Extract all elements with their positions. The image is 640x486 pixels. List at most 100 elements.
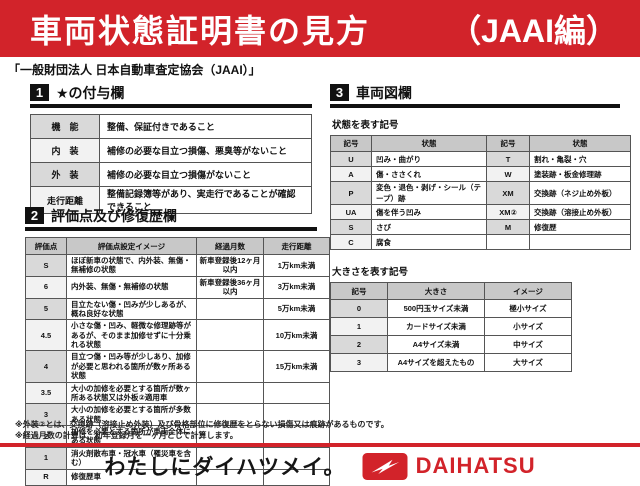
section-star-grant: 1 ★の付与欄 機 能 整備、保証付きであること 内 装 補修の必要な目立つ損傷… — [30, 84, 312, 214]
section3-title: 車両図欄 — [356, 84, 412, 101]
table-row: U 凹み・曲がり T 割れ・亀裂・穴 — [330, 151, 631, 167]
table-row: 外 装 補修の必要な目立つ損傷がないこと — [30, 162, 312, 187]
section3-header: 3 車両図欄 — [330, 84, 620, 108]
table-cell — [196, 381, 264, 405]
column-header: 走行距離 — [263, 237, 330, 255]
column-header: 状態 — [371, 135, 487, 152]
table-cell: 500円玉サイズ未満 — [387, 299, 485, 318]
table-row: 3 大小の加修を必要とする箇所が多数ある状態 — [25, 403, 330, 426]
table-cell — [486, 234, 530, 250]
footer: わたしにダイハツメイ。 DAIHATSU — [0, 451, 640, 481]
table-cell: 外 装 — [30, 162, 100, 187]
evaluation-table: 評価点 評価点設定イメージ 経過月数 走行距離 S ほぼ新車の状態で、内外装、無… — [25, 237, 330, 486]
section1-header: 1 ★の付与欄 — [30, 84, 312, 108]
table-cell — [196, 350, 264, 383]
table-cell: 4 — [25, 350, 67, 383]
section1-title: ★の付与欄 — [56, 84, 125, 101]
table-cell: 内 装 — [30, 138, 100, 163]
column-header: 評価点設定イメージ — [66, 237, 197, 255]
table-cell: 腐食 — [371, 234, 487, 250]
table-cell: 変色・退色・剥げ・シール（テープ）跡 — [371, 181, 487, 205]
table-cell: 10万km未満 — [263, 319, 330, 352]
table-cell: W — [486, 166, 530, 182]
table-cell: 修復歴 — [529, 219, 631, 235]
table-cell: 補修の必要な目立つ損傷がないこと — [99, 162, 312, 187]
table-cell — [196, 319, 264, 352]
table-cell: 内外装、無傷・無補修の状態 — [66, 275, 197, 299]
daihatsu-wordmark: DAIHATSU — [415, 453, 536, 478]
table-row: S ほぼ新車の状態で、内外装、無傷・無補修の状態 新車登録後12ヶ月以内 1万k… — [25, 254, 330, 277]
table-row: 3.5 大小の加修を必要とする箇所が数ヶ所ある状態又は外板②適用車 — [25, 381, 330, 405]
title-banner: 車両状態証明書の見方 （JAAI編） — [0, 0, 640, 57]
table-cell: S — [25, 254, 67, 277]
table-header-row: 記号 状態 記号 状態 — [330, 135, 631, 152]
table-cell: 1万km未満 — [263, 254, 330, 277]
column-header: 記号 — [330, 135, 372, 152]
table-cell — [263, 446, 330, 470]
organization-subtitle: 「一般財団法人 日本自動車査定協会（JAAI）」 — [8, 63, 261, 77]
table-cell: 機 能 — [30, 114, 100, 139]
column-header: イメージ — [484, 282, 572, 300]
table-cell: 大サイズ — [484, 353, 572, 372]
table-cell: 2 — [25, 425, 67, 448]
table-cell: 整備記録簿等があり、実走行であることが確認できること — [99, 186, 312, 214]
table-cell: A — [330, 166, 372, 182]
page-title-edition: （JAAI編） — [449, 12, 618, 49]
table-row: 4 目立つ傷・凹み等が少しあり、加修が必要と思われる箇所が数ヶ所ある状態 15万… — [25, 350, 330, 383]
table-cell: 目立つ傷・凹み等が少しあり、加修が必要と思われる箇所が数ヶ所ある状態 — [66, 350, 197, 383]
table-row: 2 A4サイズ未満 中サイズ — [330, 335, 572, 354]
table-cell: XM② — [486, 204, 530, 220]
table-cell: C — [330, 234, 372, 250]
table-cell: 小さな傷・凹み、軽微な修理跡等があるが、そのまま加修せずに十分乗れる状態 — [66, 319, 197, 352]
daihatsu-slogan-logo: わたしにダイハツメイ。 — [104, 456, 346, 479]
column-header: 経過月数 — [196, 237, 264, 255]
table-cell: S — [330, 219, 372, 235]
table-cell: T — [486, 151, 530, 167]
state-symbols-caption: 状態を表す記号 — [332, 120, 399, 131]
table-cell: 0 — [330, 299, 388, 318]
table-cell: カードサイズ未満 — [387, 317, 485, 336]
table-cell: 傷を伴う凹み — [371, 204, 487, 220]
table-cell: A4サイズ未満 — [387, 335, 485, 354]
table-cell: 整備、保証付きであること — [99, 114, 312, 139]
table-row: C 腐食 — [330, 234, 631, 250]
column-header: 記号 — [330, 282, 388, 300]
table-row: S さび M 修復歴 — [330, 219, 631, 235]
column-header: 大きさ — [387, 282, 485, 300]
table-cell: A4サイズを超えたもの — [387, 353, 485, 372]
table-cell: 凹み・曲がり — [371, 151, 487, 167]
table-cell: 傷・ささくれ — [371, 166, 487, 182]
footnote-line: ※経過月数の計算は、初年登録月を一ヶ月として計算します。 — [15, 431, 238, 441]
table-cell: 2 — [330, 335, 388, 354]
table-cell: 5 — [25, 297, 67, 321]
table-header-row: 記号 大きさ イメージ — [330, 282, 572, 300]
table-row: 1 カードサイズ未満 小サイズ — [330, 317, 572, 336]
table-cell: 3.5 — [25, 381, 67, 405]
table-cell — [263, 403, 330, 426]
section2-title: 評価点及び修復歴欄 — [51, 207, 177, 224]
table-row: 1 消火剤散布車・冠水車（罹災車を含む） — [25, 446, 330, 470]
table-cell: 5万km未満 — [263, 297, 330, 321]
table-cell: 3 — [330, 353, 388, 372]
table-cell: 極小サイズ — [484, 299, 572, 318]
table-header-row: 評価点 評価点設定イメージ 経過月数 走行距離 — [25, 237, 330, 255]
size-symbols-table: 記号 大きさ イメージ 0 500円玉サイズ未満 極小サイズ 1 カードサイズ未… — [330, 282, 572, 372]
section-vehicle-diagram: 3 車両図欄 状態を表す記号 記号 状態 記号 状態 U 凹み・曲がり T 割れ… — [330, 84, 631, 372]
table-cell: 6 — [25, 275, 67, 299]
table-cell: 1 — [330, 317, 388, 336]
table-cell: M — [486, 219, 530, 235]
section2-number-badge: 2 — [25, 207, 44, 224]
table-row: 5 目立たない傷・凹みが少しあるが、概ね良好な状態 5万km未満 — [25, 297, 330, 321]
state-symbols-table: 記号 状態 記号 状態 U 凹み・曲がり T 割れ・亀裂・穴 A 傷・ささくれ … — [330, 135, 631, 250]
table-cell: 3万km未満 — [263, 275, 330, 299]
section3-number-badge: 3 — [330, 84, 349, 101]
table-cell: ほぼ新車の状態で、内外装、無傷・無補修の状態 — [66, 254, 197, 277]
table-cell: 加修を必要とする箇所が車両全体にある状態 — [66, 425, 197, 448]
section2-header: 2 評価点及び修復歴欄 — [25, 207, 317, 231]
table-row: A 傷・ささくれ W 塗装跡・板金修理跡 — [330, 166, 631, 182]
table-cell: 補修の必要な目立つ損傷、悪臭等がないこと — [99, 138, 312, 163]
table-row: UA 傷を伴う凹み XM② 交換跡（溶接止め外板） — [330, 204, 631, 220]
table-row: 内 装 補修の必要な目立つ損傷、悪臭等がないこと — [30, 138, 312, 163]
footnotes: ※外装②とは、交換跡（溶接止め外装）及び骨格部位に修復歴をとらない損傷又は痕跡が… — [15, 419, 389, 441]
